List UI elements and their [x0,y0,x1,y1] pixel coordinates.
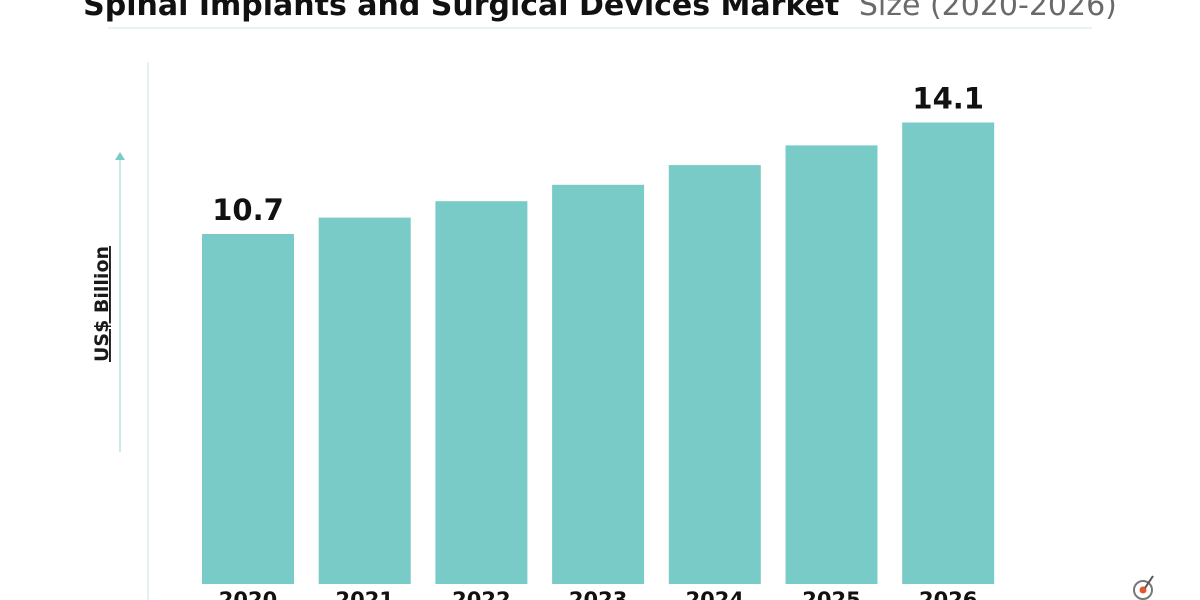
logo-dot [1139,586,1147,594]
x-tick-2024: 2024 [686,588,744,600]
bar-2022 [435,201,528,584]
y-axis-label: US$ Billion [91,246,113,362]
bar-2020 [202,234,294,584]
x-axis-tick-labels: 2020 2021 2022 2023 2024 2025 2026 [219,588,978,600]
chart-title-size-range: Size (2020-2026) [859,0,1117,23]
x-tick-2026: 2026 [919,588,977,600]
logo-ring [1133,580,1153,600]
bar-2025 [785,145,878,584]
y-axis-arrow-head [115,152,125,160]
bar-2021 [318,217,411,584]
x-tick-2020: 2020 [219,588,277,600]
bar-2024 [668,165,761,584]
x-tick-2022: 2022 [452,588,510,600]
chart-title-main: Spinal Implants and Surgical Devices Mar… [83,0,839,23]
x-tick-2023: 2023 [569,588,627,600]
chart-title: Spinal Implants and Surgical Devices Mar… [83,0,1117,23]
logo-arrow [1144,575,1154,589]
brand-logo [1133,575,1154,600]
bar-2023 [552,184,645,585]
bar-2026 [902,122,995,584]
value-label-2020: 10.7 [212,193,284,227]
x-tick-2021: 2021 [335,588,393,600]
value-labels: 10.7 14.1 [212,82,984,228]
bars [202,122,995,585]
x-tick-2025: 2025 [802,588,860,600]
value-label-2026: 14.1 [912,82,984,116]
